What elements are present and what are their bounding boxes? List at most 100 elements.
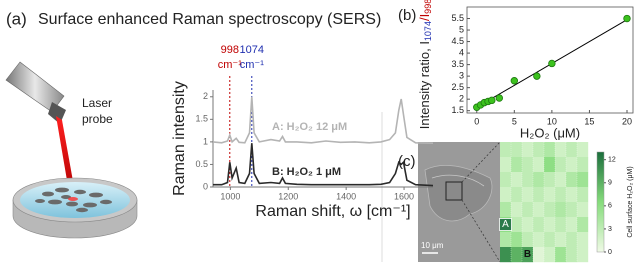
- x-tick-label: 20: [622, 116, 632, 126]
- y-tick-label: 4.5: [451, 36, 464, 46]
- heatmap-cell: [577, 217, 588, 232]
- heatmap-cell: [533, 157, 544, 172]
- colorbar-tick-label: 9: [608, 180, 612, 187]
- y-axis-label-part: Intensity ratio, I: [417, 41, 432, 129]
- heatmap-cell: [544, 247, 555, 262]
- x-axis-label: Raman shift, ω [cm⁻¹]: [255, 203, 410, 220]
- heatmap-cell: [500, 142, 511, 157]
- heatmap-cell: [511, 217, 522, 232]
- y-tick-label: 1.5: [195, 114, 208, 124]
- heatmap-cell: [566, 232, 577, 247]
- heatmap-cell: [555, 202, 566, 217]
- annotation: A: [502, 219, 509, 230]
- y-tick-label: 1.5: [451, 105, 464, 115]
- panel-label: (c): [398, 153, 416, 170]
- colorbar-tick-label: 12: [608, 157, 616, 164]
- figure: (a) Surface enhanced Raman spectroscopy …: [0, 0, 642, 268]
- heatmap-cell: [511, 232, 522, 247]
- heatmap-cell: [522, 157, 533, 172]
- heatmap-cell: [544, 172, 555, 187]
- heatmap-cell: [544, 232, 555, 247]
- y-axis-label-part: /I: [417, 14, 432, 21]
- annotation: B: [524, 249, 531, 260]
- heatmap-cell: [500, 187, 511, 202]
- heatmap-cell: [555, 157, 566, 172]
- heatmap-cell: [577, 157, 588, 172]
- y-tick-label: 2.5: [451, 82, 464, 92]
- heatmap-cell: [577, 187, 588, 202]
- heatmap-cell: [533, 142, 544, 157]
- heatmap-cell: [511, 172, 522, 187]
- scale-bar-label: 10 μm: [421, 241, 444, 250]
- heatmap-cell: [544, 217, 555, 232]
- heatmap-cell: [544, 202, 555, 217]
- heatmap-cell: [566, 187, 577, 202]
- heatmap-cell: [511, 142, 522, 157]
- heatmap-cell: [511, 157, 522, 172]
- heatmap-cell: [533, 232, 544, 247]
- heatmap-cell: [533, 202, 544, 217]
- heatmap-cell: [555, 217, 566, 232]
- heatmap-cell: [500, 232, 511, 247]
- heatmap-cell: [544, 142, 555, 157]
- y-tick-label: 5: [459, 24, 464, 34]
- colorbar-tick-label: 0: [608, 249, 612, 256]
- heatmap-cell: [577, 172, 588, 187]
- y-tick-label: 4: [459, 47, 464, 57]
- panel-label: (a): [6, 9, 27, 28]
- x-tick-label: 1000: [220, 191, 240, 201]
- y-tick-label: 2: [203, 91, 208, 101]
- heatmap-cell: [555, 232, 566, 247]
- colorbar-label: Cell surface H₂O₂ (μM): [627, 166, 634, 237]
- series-label: A: H₂O₂ 12 μM: [272, 121, 347, 133]
- heatmap-cell: [500, 247, 511, 262]
- y-tick-label: 2: [459, 94, 464, 104]
- colorbar-tick-label: 3: [608, 226, 612, 233]
- heatmap-cell: [577, 247, 588, 262]
- x-tick-label: 5: [512, 116, 517, 126]
- data-point: [624, 15, 631, 22]
- heatmap-cell: [555, 172, 566, 187]
- y-tick-label: 1: [203, 136, 208, 146]
- heatmap-cell: [511, 187, 522, 202]
- y-tick-label: 5.5: [451, 13, 464, 23]
- heatmap-cell: [522, 187, 533, 202]
- heatmap-cell: [566, 247, 577, 262]
- laser-label: probe: [82, 112, 113, 126]
- series-label: B: H₂O₂ 1 μM: [272, 166, 341, 178]
- heatmap-cell: [566, 217, 577, 232]
- heatmap-cell: [522, 172, 533, 187]
- peak-label: 998: [221, 44, 239, 56]
- heatmap-cell: [544, 187, 555, 202]
- x-tick-label: 1600: [394, 191, 414, 201]
- heatmap-cell: [500, 172, 511, 187]
- heatmap-cell: [533, 247, 544, 262]
- heatmap-cell: [555, 142, 566, 157]
- heatmap-cell: [533, 187, 544, 202]
- heatmap-cell: [522, 202, 533, 217]
- heatmap-cell: [500, 202, 511, 217]
- heatmap-cell: [511, 247, 522, 262]
- heatmap-cell: [533, 217, 544, 232]
- x-tick-label: 0: [474, 116, 479, 126]
- y-axis-label-part: 998: [423, 0, 433, 14]
- heatmap-cell: [566, 172, 577, 187]
- heatmap-cell: [533, 172, 544, 187]
- y-axis-label: Intensity ratio, I1074/I998: [417, 0, 433, 129]
- peak-label: 1074: [240, 44, 264, 56]
- heatmap-cell: [566, 157, 577, 172]
- y-axis-label: Raman intensity: [171, 81, 188, 196]
- heatmap-cell: [577, 142, 588, 157]
- x-tick-label: 1200: [278, 191, 298, 201]
- data-point: [511, 77, 518, 84]
- peak-unit: cm⁻¹: [240, 59, 264, 71]
- x-tick-label: 15: [584, 116, 594, 126]
- heatmap-cell: [500, 157, 511, 172]
- y-tick-label: 3: [459, 71, 464, 81]
- heatmap-cell: [566, 142, 577, 157]
- data-point: [488, 97, 495, 104]
- data-point: [496, 95, 503, 102]
- heatmap-cell: [577, 202, 588, 217]
- colorbar: [597, 152, 604, 252]
- heatmap-cell: [555, 187, 566, 202]
